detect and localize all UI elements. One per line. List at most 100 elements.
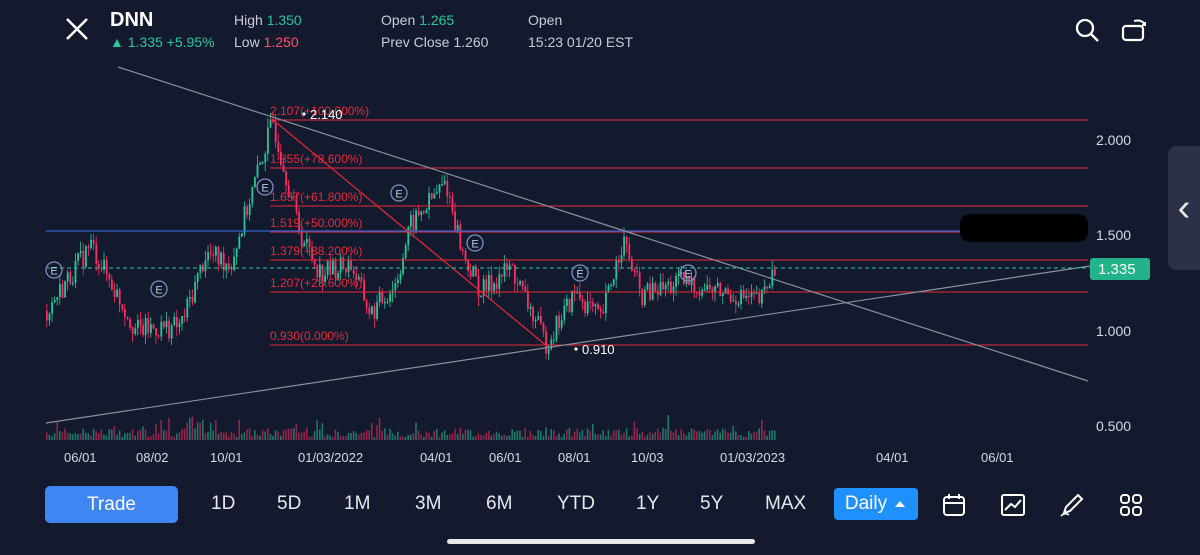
- candle-body: [126, 317, 129, 319]
- candle-body: [560, 319, 563, 328]
- volume-bar: [345, 436, 347, 440]
- candle-body: [683, 272, 685, 284]
- volume-bar: [443, 430, 446, 440]
- candle-body: [194, 282, 196, 303]
- period-6m[interactable]: 6M: [486, 493, 513, 514]
- candle-body: [670, 281, 672, 293]
- candle-body: [576, 291, 579, 294]
- candle-body: [371, 306, 373, 314]
- volume-bar: [342, 435, 344, 440]
- candle-body: [524, 286, 527, 292]
- candle-body: [139, 319, 142, 325]
- candle-body: [675, 276, 677, 287]
- x-tick-label: 06/01: [489, 450, 522, 465]
- volume-bar: [155, 424, 157, 440]
- volume-bar: [287, 429, 290, 440]
- rotate-screen-icon[interactable]: [1120, 17, 1148, 43]
- volume-bar: [82, 428, 84, 440]
- period-5d[interactable]: 5D: [277, 493, 302, 514]
- period-1y[interactable]: 1Y: [636, 493, 660, 514]
- period-ytd[interactable]: YTD: [557, 493, 595, 514]
- volume-bar: [493, 434, 495, 440]
- volume-bar: [563, 433, 565, 440]
- candle-body: [157, 335, 160, 337]
- volume-bar: [269, 434, 272, 440]
- fib-level-label: 0.930(0.000%): [270, 329, 349, 343]
- calendar-icon[interactable]: [941, 492, 967, 518]
- candle-body: [233, 256, 235, 270]
- volume-bar: [131, 428, 134, 440]
- period-1d[interactable]: 1D: [211, 493, 236, 514]
- candle-body: [498, 274, 501, 289]
- earnings-marker: [679, 264, 697, 282]
- volume-bar: [319, 429, 321, 440]
- candle-body: [654, 282, 657, 292]
- volume-bar: [623, 432, 625, 440]
- fib-diagonal: [271, 118, 549, 348]
- candle-body: [74, 260, 77, 283]
- volume-bars: [46, 415, 776, 440]
- volume-bar: [524, 428, 526, 440]
- candle-body: [77, 253, 79, 261]
- candle-body: [667, 281, 670, 285]
- volume-bar: [72, 434, 74, 440]
- period-max[interactable]: MAX: [765, 493, 807, 514]
- volume-bar: [243, 432, 246, 440]
- candle-body: [306, 238, 308, 243]
- candle-body: [147, 318, 150, 333]
- price-chart[interactable]: 2.107(+100.000%) 1.855(+78.600%) 1.657(+61…: [0, 62, 1200, 480]
- period-1m[interactable]: 1M: [344, 493, 371, 514]
- candle-body: [599, 309, 602, 312]
- market-status: Open: [528, 12, 563, 28]
- volume-bar: [581, 430, 584, 440]
- volume-bar: [176, 433, 178, 440]
- candle-body: [150, 324, 152, 333]
- candle-body: [220, 252, 222, 265]
- candle-body: [618, 259, 620, 263]
- candle-body: [475, 266, 477, 277]
- volume-bar: [329, 435, 331, 440]
- volume-bar: [576, 428, 578, 440]
- x-tick-label: 04/01: [876, 450, 909, 465]
- search-icon[interactable]: [1074, 17, 1100, 43]
- layout-icon[interactable]: [1118, 492, 1144, 518]
- low-stat: Low 1.250: [234, 34, 299, 50]
- high-marker-label: 2.140: [310, 107, 343, 122]
- volume-bar: [485, 432, 487, 440]
- candle-body: [339, 257, 342, 273]
- close-icon[interactable]: [62, 14, 92, 44]
- candle-body: [553, 339, 555, 341]
- volume-bar: [597, 434, 599, 440]
- last-price-label: 1.335: [1098, 261, 1136, 278]
- candle-body: [259, 162, 261, 165]
- candle-body: [131, 327, 134, 334]
- candle-body: [677, 274, 680, 276]
- volume-bar: [506, 435, 508, 440]
- candle-body: [664, 284, 667, 290]
- home-indicator[interactable]: [447, 539, 755, 544]
- candle-body: [59, 284, 61, 298]
- volume-bar: [256, 434, 259, 440]
- earnings-marker: [390, 184, 408, 202]
- volume-bar: [194, 428, 196, 440]
- volume-bar: [313, 431, 316, 440]
- side-panel-tab[interactable]: ‹: [1168, 146, 1200, 270]
- y-tick-label: 1.000: [1096, 323, 1131, 339]
- draw-icon[interactable]: [1059, 492, 1085, 518]
- volume-bar: [636, 428, 638, 440]
- indicator-icon[interactable]: [1000, 492, 1026, 518]
- period-3m[interactable]: 3M: [415, 493, 442, 514]
- volume-bar: [306, 427, 308, 440]
- volume-bar: [667, 415, 669, 440]
- candle-body: [64, 281, 66, 298]
- interval-dropdown[interactable]: Daily: [834, 488, 918, 520]
- volume-bar: [87, 433, 90, 440]
- volume-bar: [537, 429, 539, 440]
- candle-body: [48, 313, 51, 321]
- trade-button[interactable]: Trade: [45, 486, 178, 523]
- volume-bar: [628, 436, 630, 440]
- period-5y[interactable]: 5Y: [700, 493, 724, 514]
- candle-body: [446, 180, 449, 197]
- candle-body: [740, 289, 742, 305]
- candle-body: [690, 278, 693, 286]
